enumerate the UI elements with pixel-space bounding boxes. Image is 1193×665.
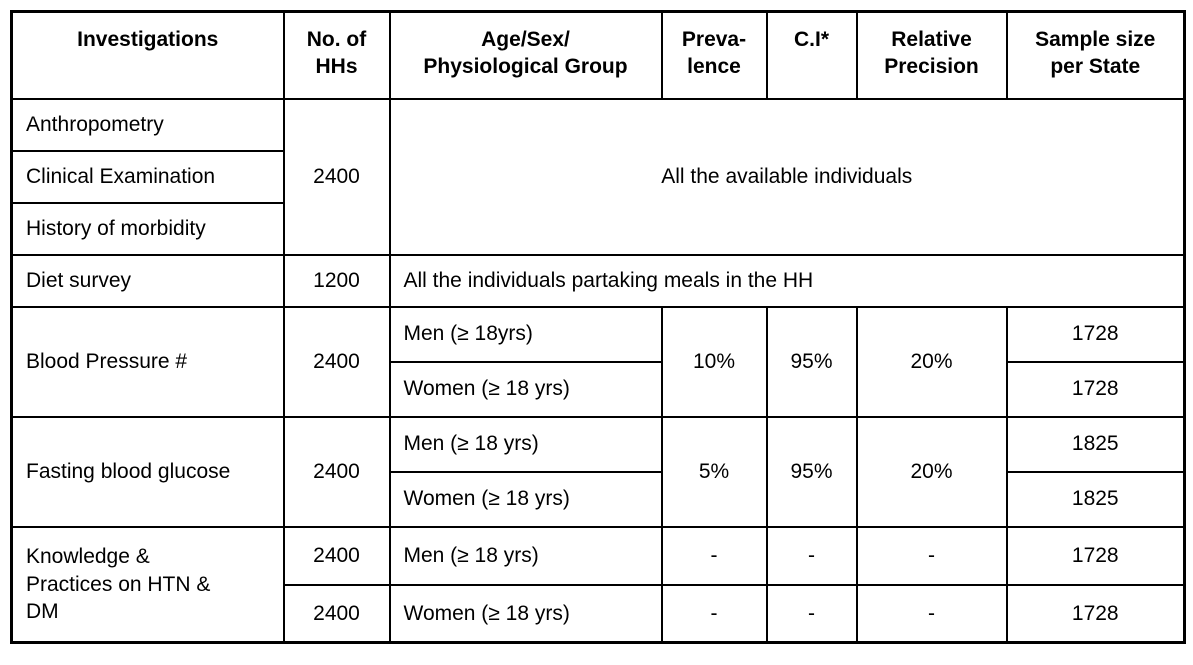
row-blood-pressure-men: Blood Pressure # 2400 Men (≥ 18yrs) 10% … (10, 305, 1186, 418)
precision-fbg: 20% (855, 415, 1008, 528)
row-clinical-examination: Clinical Examination (10, 149, 1185, 204)
sampling-design-table: Investigations No. of HHs Age/Sex/ Physi… (10, 10, 1186, 644)
investigation-diet-survey: Diet survey (10, 253, 285, 308)
group-bp-women: Women (≥ 18 yrs) (388, 360, 663, 418)
precision-kp-men: - (855, 525, 1008, 586)
sample-bp-women: 1728 (1005, 360, 1186, 418)
prevalence-bp: 10% (660, 305, 768, 418)
row-knowledge-practices-women: 2400 Women (≥ 18 yrs) - - - 1728 (12, 583, 1186, 644)
row-knowledge-practices-men: Knowledge & Practices on HTN & DM 2400 M… (10, 525, 1186, 644)
group-kp-men: Men (≥ 18 yrs) (388, 525, 663, 586)
prevalence-kp-women: - (660, 583, 768, 644)
investigation-knowledge-practices: Knowledge & Practices on HTN & DM (10, 525, 285, 644)
sample-bp-men: 1728 (1005, 305, 1186, 363)
ci-kp-men: - (765, 525, 858, 586)
header-no-of-hhs: No. of HHs (282, 10, 391, 100)
row-anthropometry: Anthropometry 2400 All the available ind… (10, 97, 1186, 256)
hhs-kp-women: 2400 (282, 583, 391, 644)
precision-kp-women: - (855, 583, 1008, 644)
row-blood-pressure-women: Women (≥ 18 yrs) 1728 (12, 360, 1186, 418)
header-age-sex-group: Age/Sex/ Physiological Group (388, 10, 663, 100)
sample-kp-women: 1728 (1005, 583, 1186, 644)
header-row: Investigations No. of HHs Age/Sex/ Physi… (10, 10, 1186, 100)
row-fasting-glucose-men: Fasting blood glucose 2400 Men (≥ 18 yrs… (10, 415, 1186, 528)
hhs-diet-survey: 1200 (282, 253, 391, 308)
group-bp-men: Men (≥ 18yrs) (388, 305, 663, 363)
investigation-clinical-examination: Clinical Examination (10, 149, 285, 204)
header-relative-precision: Relative Precision (855, 10, 1008, 100)
note-diet-survey: All the individuals partaking meals in t… (388, 253, 1186, 308)
hhs-kp-men: 2400 (282, 525, 391, 586)
group-kp-women: Women (≥ 18 yrs) (388, 583, 663, 644)
ci-bp: 95% (765, 305, 858, 418)
group-fbg-men: Men (≥ 18 yrs) (388, 415, 663, 473)
header-investigations: Investigations (10, 10, 285, 100)
group-fbg-women: Women (≥ 18 yrs) (388, 470, 663, 528)
row-fasting-glucose-women: Women (≥ 18 yrs) 1825 (12, 470, 1186, 528)
prevalence-fbg: 5% (660, 415, 768, 528)
hhs-blood-pressure: 2400 (282, 305, 391, 418)
sample-fbg-men: 1825 (1005, 415, 1186, 473)
header-sample-size: Sample size per State (1005, 10, 1186, 100)
row-history-of-morbidity: History of morbidity (10, 201, 1185, 256)
ci-kp-women: - (765, 583, 858, 644)
header-prevalence: Preva- lence (660, 10, 768, 100)
sample-fbg-women: 1825 (1005, 470, 1186, 528)
row-diet-survey: Diet survey 1200 All the individuals par… (10, 253, 1186, 308)
investigation-blood-pressure: Blood Pressure # (10, 305, 285, 418)
header-ci: C.I* (765, 10, 858, 100)
sample-kp-men: 1728 (1005, 525, 1186, 586)
hhs-fasting-glucose: 2400 (282, 415, 391, 528)
investigation-anthropometry: Anthropometry (10, 97, 285, 152)
investigation-history-of-morbidity: History of morbidity (10, 201, 285, 256)
prevalence-kp-men: - (660, 525, 768, 586)
hhs-anthropometry-group: 2400 (282, 97, 391, 256)
investigation-fasting-glucose: Fasting blood glucose (10, 415, 285, 528)
precision-bp: 20% (855, 305, 1008, 418)
note-all-available-individuals: All the available individuals (388, 97, 1186, 256)
ci-fbg: 95% (765, 415, 858, 528)
